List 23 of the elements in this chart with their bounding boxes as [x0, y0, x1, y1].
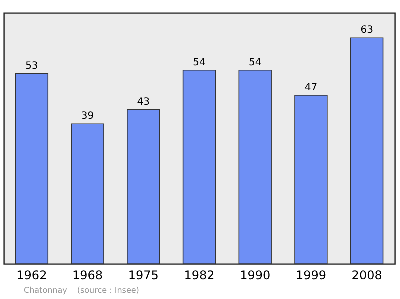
x-tick-label: 1968 — [72, 268, 104, 282]
x-tick-label: 2008 — [352, 268, 382, 282]
x-tick-label: 1962 — [16, 268, 48, 282]
x-tick-label: 1990 — [240, 268, 271, 282]
data-label: 54 — [193, 57, 206, 68]
x-tick-label: 1999 — [296, 268, 326, 282]
data-label: 47 — [304, 82, 318, 94]
bar — [71, 124, 104, 264]
data-label: 54 — [248, 57, 262, 68]
data-label: 53 — [26, 60, 38, 72]
text: (source : Insee) — [77, 286, 140, 295]
data-label: 39 — [81, 111, 94, 122]
data-label: 63 — [360, 25, 374, 36]
bar — [182, 70, 216, 264]
bar — [238, 70, 272, 264]
x-tick-label: 1975 — [128, 268, 159, 282]
x-tick-label: 1982 — [184, 268, 215, 282]
bar — [15, 74, 49, 264]
bar — [127, 109, 160, 264]
text: Chatonnay — [24, 286, 68, 295]
bar — [294, 95, 328, 264]
bar — [350, 38, 384, 264]
data-label: 43 — [137, 96, 150, 108]
